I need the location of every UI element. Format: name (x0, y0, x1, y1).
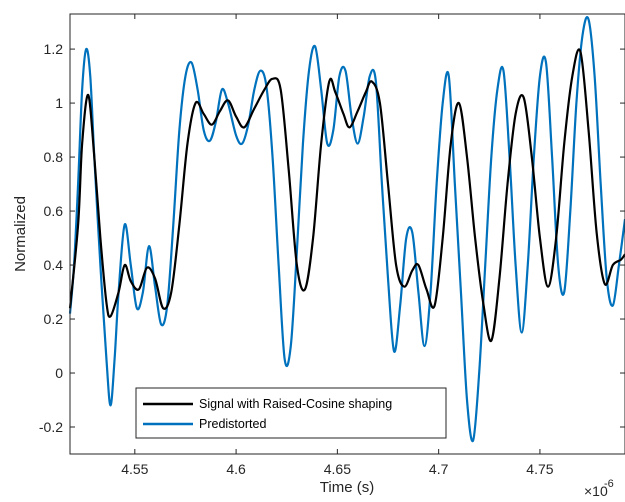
y-tick-label: 0 (55, 365, 63, 381)
y-axis-title: Normalized (12, 196, 29, 272)
x-tick-label: 4.55 (121, 461, 148, 477)
legend-label-signal: Signal with Raised-Cosine shaping (199, 397, 392, 411)
x-tick-label: 4.7 (429, 461, 449, 477)
x-axis: 4.55 4.6 4.65 4.7 4.75 (121, 14, 554, 477)
x-tick-label: 4.75 (526, 461, 553, 477)
legend-box (135, 387, 447, 439)
x-exponent-label: ×10 -6 (584, 478, 614, 499)
y-axis: -0.2 0 0.2 0.4 0.6 0.8 1 1.2 (39, 41, 625, 435)
x-tick-label: 4.6 (226, 461, 246, 477)
y-tick-label: -0.2 (39, 419, 63, 435)
x-axis-title: Time (s) (320, 479, 374, 496)
series-layer (68, 16, 625, 443)
legend: Signal with Raised-Cosine shaping Predis… (135, 387, 447, 439)
y-tick-label: 0.6 (44, 203, 64, 219)
y-tick-label: 0.2 (44, 311, 64, 327)
x-exponent-base: ×10 (584, 483, 608, 499)
x-tick-label: 4.65 (324, 461, 351, 477)
legend-label-predistorted: Predistorted (199, 417, 266, 431)
y-tick-label: 0.8 (44, 149, 64, 165)
y-tick-label: 1 (55, 95, 63, 111)
y-tick-label: 0.4 (44, 257, 64, 273)
y-tick-label: 1.2 (44, 41, 64, 57)
plot-frame (69, 13, 625, 455)
series-line-signal (68, 48, 625, 342)
x-exponent-power: -6 (604, 478, 614, 490)
